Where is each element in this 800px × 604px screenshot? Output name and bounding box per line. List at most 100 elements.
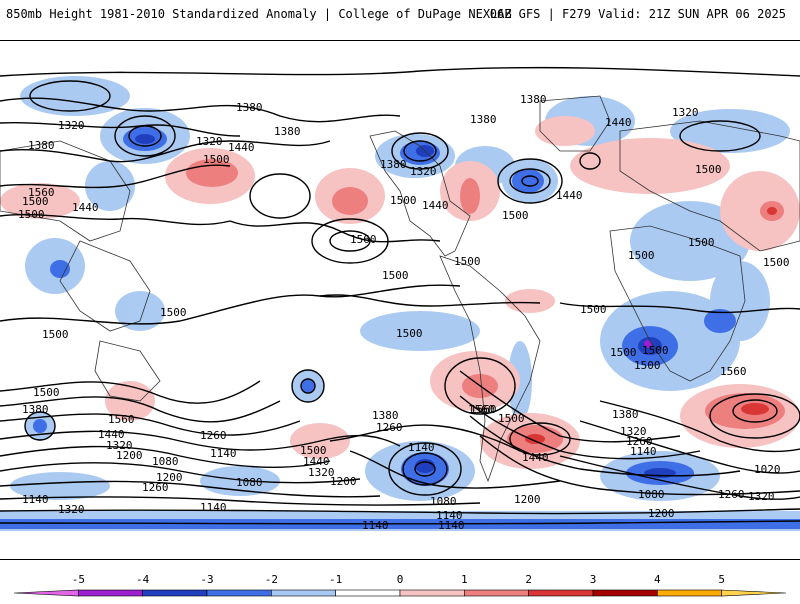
contour-label: 1500 [42,328,69,341]
contour-label: 1200 [156,471,183,484]
contour-label: 1320 [748,490,775,503]
map-header: 850mb Height 1981-2010 Standardized Anom… [0,0,800,28]
contour-label: 1500 [203,153,230,166]
contour-label: 1140 [362,519,389,532]
contour-label: 1440 [228,141,255,154]
contour-label: 1200 [648,507,675,520]
contour-label: 1380 [22,403,49,416]
contour-label: 1140 [210,447,237,460]
colorbar-segment [528,589,594,597]
min-anomaly-marker [644,340,652,348]
contour-label: 1200 [330,475,357,488]
contour-label: 1320 [410,165,437,178]
height-contours [0,66,800,525]
colorbar-segment [335,589,401,597]
contour-label: 1500 [300,444,327,457]
coastlines [0,95,800,483]
contour-label: 1560 [720,365,747,378]
map-canvas: 1380 1320 1380 1380 1320 1440 1500 1560 … [0,41,800,559]
contour-label: 1260 [718,488,745,501]
contour-label: 1140 [408,441,435,454]
contour-label: 1500 [610,346,637,359]
contour-label: 1500 [634,359,661,372]
colorbar-tick-label: 5 [718,573,725,586]
colorbar-tick-label: 4 [654,573,661,586]
colorbar-segment [592,589,658,597]
contour-label: 1080 [236,476,263,489]
anomaly-map: 1380 1320 1380 1380 1320 1440 1500 1560 … [0,40,800,560]
colorbar-tick-label: -1 [329,573,342,586]
contour-label: 1080 [152,455,179,468]
contour-label: 1500 [502,209,529,222]
colorbar-tick-label: 1 [461,573,468,586]
contour-label: 1500 [33,386,60,399]
contour-label: 1500 [580,303,607,316]
colorbar-segment [13,589,79,597]
contour-label: 1500 [688,236,715,249]
contour-label: 1500 [382,269,409,282]
contour-label: 1500 [628,249,655,262]
contour-label: 1500 [498,412,525,425]
contour-label: 1560 [108,413,135,426]
colorbar-segment [78,589,143,597]
colorbar-segment [464,589,529,597]
colorbar-segment [721,589,787,597]
colorbar-tick-label: -2 [265,573,278,586]
contour-label: 1440 [72,201,99,214]
contour-label: 1320 [620,425,647,438]
map-title: 850mb Height 1981-2010 Standardized Anom… [6,7,512,21]
colorbar-segment [657,589,722,597]
colorbar-segment [206,589,272,597]
contour-label: 1260 [200,429,227,442]
colorbar-segment [271,589,336,597]
contour-label: 1080 [430,495,457,508]
contour-label: 1140 [22,493,49,506]
contour-labels: 1380 1320 1380 1380 1320 1440 1500 1560 … [18,93,790,532]
contour-label: 1380 [520,93,547,106]
contour-label: 1380 [28,139,55,152]
contour-label: 1440 [422,199,449,212]
contour-label: 1500 [22,195,49,208]
contour-label: 1200 [514,493,541,506]
contour-label: 1260 [626,435,653,448]
contour-label: 1140 [200,501,227,514]
contour-label: 1200 [116,449,143,462]
contour-label: 1440 [98,428,125,441]
extreme-positive-shading [525,207,777,444]
contour-label: 1080 [638,488,665,501]
contour-label: 1380 [612,408,639,421]
contour-label: 1560 [350,233,377,246]
contour-label: 1440 [303,455,330,468]
contour-label: 1560 [468,403,495,416]
contour-label: 1440 [522,451,549,464]
contour-label: 1320 [58,503,85,516]
contour-label: 1440 [605,116,632,129]
colorbar-segment [142,589,208,597]
contour-label: 1320 [672,106,699,119]
contour-label: 1380 [470,113,497,126]
contour-label: 1440 [556,189,583,202]
contour-label: 1380 [380,158,407,171]
colorbar-tick-label: 0 [397,573,404,586]
contour-label: 1140 [630,445,657,458]
contour-label: 1020 [754,463,781,476]
contour-label: 1380 [236,101,263,114]
contour-label: 1500 [763,256,790,269]
contour-label: 1320 [106,439,133,452]
contour-label: 1560 [470,403,497,416]
model-run-info: 06Z GFS | F279 Valid: 21Z SUN APR 06 202… [489,7,786,21]
colorbar-segment [399,589,465,597]
anomaly-colorbar: -5 -4 -3 -2 -1 0 1 2 3 4 5 [0,566,800,600]
contour-label: 1260 [376,421,403,434]
contour-label: 1500 [18,208,45,221]
contour-label: 1260 [142,481,169,494]
contour-label: 1500 [160,306,187,319]
contour-label: 1380 [274,125,301,138]
colorbar-tick-label: 2 [525,573,532,586]
contour-label: 1320 [308,466,335,479]
contour-label: 1320 [196,135,223,148]
contour-label: 1500 [454,255,481,268]
contour-label: 1140 [436,509,463,522]
colorbar-svg: -5 -4 -3 -2 -1 0 1 2 3 4 5 [13,573,787,597]
colorbar-tick-label: -5 [72,573,85,586]
